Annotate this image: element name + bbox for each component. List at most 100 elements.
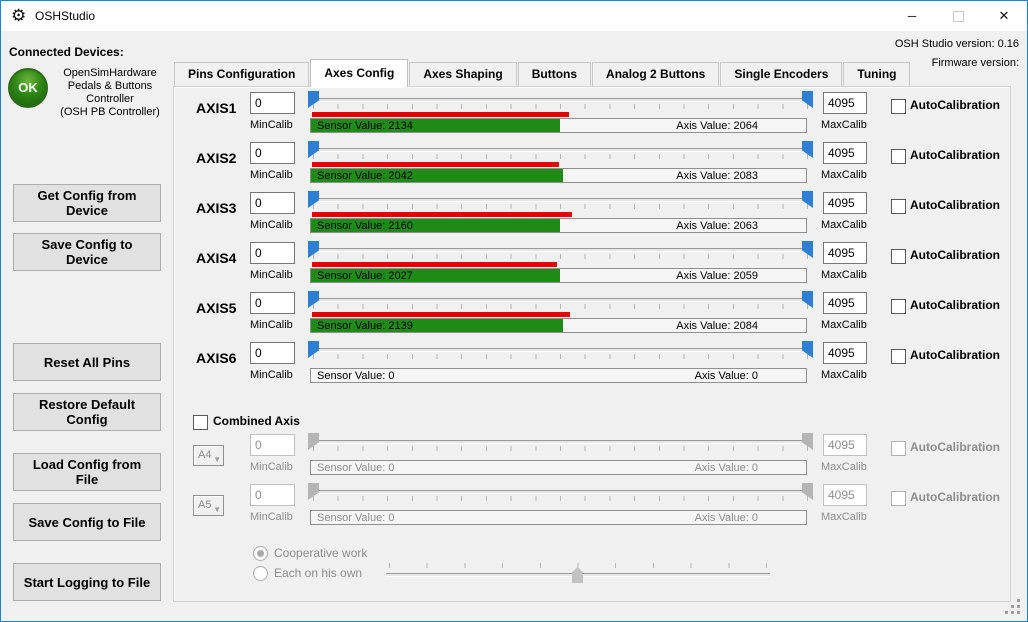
axis-value-fill xyxy=(311,319,563,332)
max-calib-label: MaxCalib xyxy=(821,511,867,523)
sensor-raw-bar-track xyxy=(312,162,806,167)
min-slider-thumb[interactable] xyxy=(308,141,319,158)
min-calib-input[interactable] xyxy=(250,342,295,364)
max-slider-thumb xyxy=(802,433,813,450)
slider-track xyxy=(311,248,810,252)
slider-track xyxy=(311,98,810,102)
maximize-icon xyxy=(952,11,964,23)
sensor-value-text: Sensor Value: 2139 xyxy=(317,320,413,332)
max-calib-input[interactable] xyxy=(823,342,867,364)
start-logging-to-file-button[interactable]: Start Logging to File xyxy=(13,563,161,601)
autocalibration-checkbox[interactable] xyxy=(891,199,906,214)
reset-all-pins-button[interactable]: Reset All Pins xyxy=(13,343,161,381)
autocalibration-label: AutoCalibration xyxy=(910,348,1000,362)
max-calib-input[interactable] xyxy=(823,92,867,114)
axis-label: AXIS5 xyxy=(196,300,237,316)
axis-value-text: Axis Value: 2083 xyxy=(676,170,758,182)
calibration-slider xyxy=(308,141,813,161)
gear-icon: ⚙ xyxy=(11,6,27,25)
sensor-raw-bar xyxy=(312,162,559,167)
min-slider-thumb[interactable] xyxy=(308,341,319,358)
connected-devices-heading: Connected Devices: xyxy=(9,45,124,59)
tab-pins-configuration[interactable]: Pins Configuration xyxy=(174,62,310,86)
autocalibration-checkbox[interactable] xyxy=(891,149,906,164)
max-slider-thumb[interactable] xyxy=(802,191,813,208)
axis-value-text: Axis Value: 0 xyxy=(694,370,758,382)
axis-value-text: Axis Value: 0 xyxy=(694,462,758,474)
max-calib-label: MaxCalib xyxy=(821,369,867,381)
max-calib-input[interactable] xyxy=(823,142,867,164)
autocalibration-label: AutoCalibration xyxy=(910,248,1000,262)
sensor-raw-bar-track xyxy=(312,262,806,267)
slider-track xyxy=(311,198,810,202)
axis-value-fill xyxy=(311,269,560,282)
minimize-button[interactable]: ─ xyxy=(889,1,935,31)
max-slider-thumb[interactable] xyxy=(802,91,813,108)
tab-tuning[interactable]: Tuning xyxy=(843,62,911,86)
max-calib-input xyxy=(823,484,867,506)
axis-row-1: AXIS1 MinCalib Sensor Value: 2134 Axis V… xyxy=(1,91,1028,141)
sensor-raw-bar-track xyxy=(312,454,806,459)
calibration-slider xyxy=(308,483,813,503)
restore-default-config-button[interactable]: Restore Default Config xyxy=(13,393,161,431)
slider-ticks xyxy=(313,104,808,109)
max-calib-label: MaxCalib xyxy=(821,269,867,281)
tab-analog-2-buttons[interactable]: Analog 2 Buttons xyxy=(592,62,720,86)
min-calib-input[interactable] xyxy=(250,192,295,214)
min-calib-input[interactable] xyxy=(250,92,295,114)
min-calib-input[interactable] xyxy=(250,242,295,264)
tab-axes-config[interactable]: Axes Config xyxy=(310,59,409,87)
min-slider-thumb[interactable] xyxy=(308,241,319,258)
axis-value-text: Axis Value: 0 xyxy=(694,512,758,524)
close-button[interactable]: ✕ xyxy=(981,1,1027,31)
min-calib-label: MinCalib xyxy=(250,511,293,523)
autocalibration-label: AutoCalibration xyxy=(910,490,1000,504)
calibration-slider xyxy=(308,433,813,453)
tab-single-encoders[interactable]: Single Encoders xyxy=(720,62,843,86)
save-config-to-device-button[interactable]: Save Config to Device xyxy=(13,233,161,271)
autocalibration-label: AutoCalibration xyxy=(910,148,1000,162)
axis-value-bar: Sensor Value: 2139 Axis Value: 2084 xyxy=(310,318,807,333)
get-config-from-device-button[interactable]: Get Config from Device xyxy=(13,184,161,222)
max-calib-input[interactable] xyxy=(823,292,867,314)
max-slider-thumb[interactable] xyxy=(802,341,813,358)
window-title: OSHStudio xyxy=(35,9,96,23)
min-calib-label: MinCalib xyxy=(250,319,293,331)
minimize-icon: ─ xyxy=(907,9,917,23)
load-config-from-file-button[interactable]: Load Config from File xyxy=(13,453,161,491)
autocalibration-checkbox[interactable] xyxy=(891,99,906,114)
slider-ticks xyxy=(313,204,808,209)
firmware-version-label: Firmware version: xyxy=(931,57,1019,69)
title-bar[interactable]: ⚙ OSHStudio ─ ✕ xyxy=(1,1,1027,31)
calibration-slider xyxy=(308,291,813,311)
max-calib-input[interactable] xyxy=(823,192,867,214)
tab-axes-shaping[interactable]: Axes Shaping xyxy=(409,62,517,86)
calibration-slider xyxy=(308,241,813,261)
sensor-raw-bar-track xyxy=(312,312,806,317)
slider-ticks xyxy=(313,446,808,451)
max-slider-thumb xyxy=(802,483,813,500)
min-slider-thumb[interactable] xyxy=(308,191,319,208)
max-slider-thumb[interactable] xyxy=(802,291,813,308)
pin-select-a4: A4 ▼ xyxy=(193,445,224,466)
min-calib-label: MinCalib xyxy=(250,369,293,381)
min-slider-thumb[interactable] xyxy=(308,291,319,308)
studio-version-label: OSH Studio version: 0.16 xyxy=(894,38,1019,50)
axis-label: AXIS6 xyxy=(196,350,237,366)
max-calib-input[interactable] xyxy=(823,242,867,264)
save-config-to-file-button[interactable]: Save Config to File xyxy=(13,503,161,541)
max-slider-thumb[interactable] xyxy=(802,241,813,258)
min-calib-input[interactable] xyxy=(250,292,295,314)
combined-axis-checkbox[interactable] xyxy=(193,415,208,430)
min-calib-input[interactable] xyxy=(250,142,295,164)
axis-label: AXIS3 xyxy=(196,200,237,216)
combined-axis-row-a4: A4▼ MinCalib Sensor Value: 0 Axis Value:… xyxy=(1,433,1028,483)
autocalibration-checkbox[interactable] xyxy=(891,349,906,364)
autocalibration-checkbox[interactable] xyxy=(891,249,906,264)
tab-buttons[interactable]: Buttons xyxy=(517,62,592,86)
min-slider-thumb[interactable] xyxy=(308,91,319,108)
max-calib-label: MaxCalib xyxy=(821,319,867,331)
autocalibration-checkbox[interactable] xyxy=(891,299,906,314)
max-slider-thumb[interactable] xyxy=(802,141,813,158)
sensor-raw-bar-track xyxy=(312,112,806,117)
